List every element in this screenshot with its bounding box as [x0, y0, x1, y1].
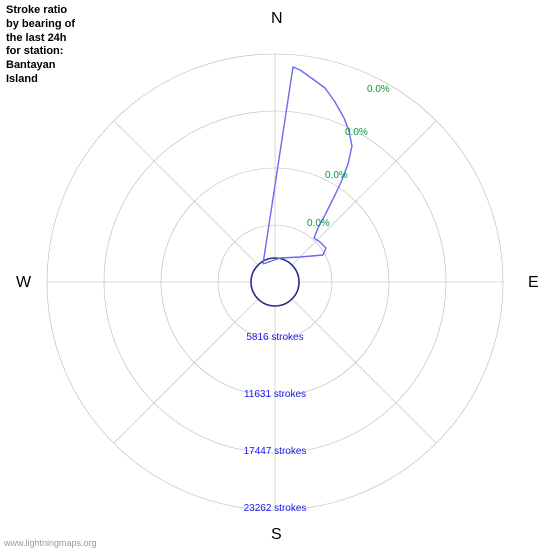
cardinal-north: N [271, 10, 283, 28]
polar-chart [0, 0, 550, 550]
ring-label: 17447 strokes [244, 446, 307, 457]
attribution-text: www.lightningmaps.org [4, 538, 97, 548]
center-hole [251, 258, 299, 306]
pct-label: 0.0% [307, 218, 330, 229]
pct-label: 0.0% [345, 127, 368, 138]
stroke-ratio-series [263, 67, 352, 264]
ring-label: 5816 strokes [246, 332, 303, 343]
ring-label: 23262 strokes [244, 503, 307, 514]
cardinal-south: S [271, 526, 282, 544]
pct-label: 0.0% [367, 84, 390, 95]
cardinal-west: W [16, 274, 31, 292]
cardinal-east: E [528, 274, 539, 292]
pct-label: 0.0% [325, 170, 348, 181]
ring-label: 11631 strokes [244, 389, 306, 400]
